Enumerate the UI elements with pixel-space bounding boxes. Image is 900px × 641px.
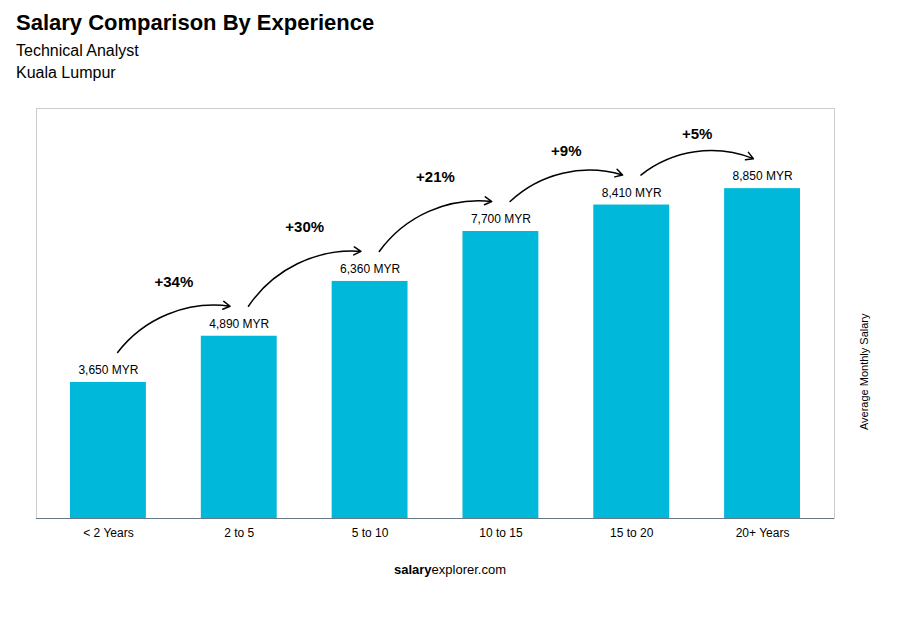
svg-text:5 to 10: 5 to 10 xyxy=(352,526,389,540)
svg-text:15 to 20: 15 to 20 xyxy=(610,526,654,540)
html-text:salary explorer.com: salary explorer.com xyxy=(394,562,506,577)
svg-text:4,890 MYR: 4,890 MYR xyxy=(209,317,269,331)
svg-text:+30%: +30% xyxy=(285,218,324,235)
svg-text:8,410 MYR: 8,410 MYR xyxy=(602,186,662,200)
svg-text:10 to 15: 10 to 15 xyxy=(479,526,523,540)
svg-text:6,360 MYR: 6,360 MYR xyxy=(340,262,400,276)
svg-text:7,700 MYR: 7,700 MYR xyxy=(471,212,531,226)
svg-text:2 to 5: 2 to 5 xyxy=(224,526,254,540)
html-text:Kuala Lumpur: Kuala Lumpur xyxy=(16,64,116,81)
html-text:Technical Analyst: Technical Analyst xyxy=(16,42,139,59)
html-text:Salary Comparison By Experienc: Salary Comparison By Experience xyxy=(16,10,375,35)
svg-text:8,850 MYR: 8,850 MYR xyxy=(733,169,793,183)
svg-text:20+ Years: 20+ Years xyxy=(736,526,790,540)
svg-text:+34%: +34% xyxy=(154,273,193,290)
svg-text:+9%: +9% xyxy=(551,142,581,159)
svg-text:Average Monthly Salary: Average Monthly Salary xyxy=(858,313,870,430)
svg-text:3,650 MYR: 3,650 MYR xyxy=(78,363,138,377)
svg-text:+21%: +21% xyxy=(416,168,455,185)
svg-text:< 2 Years: < 2 Years xyxy=(83,526,133,540)
svg-text:+5%: +5% xyxy=(682,125,712,142)
